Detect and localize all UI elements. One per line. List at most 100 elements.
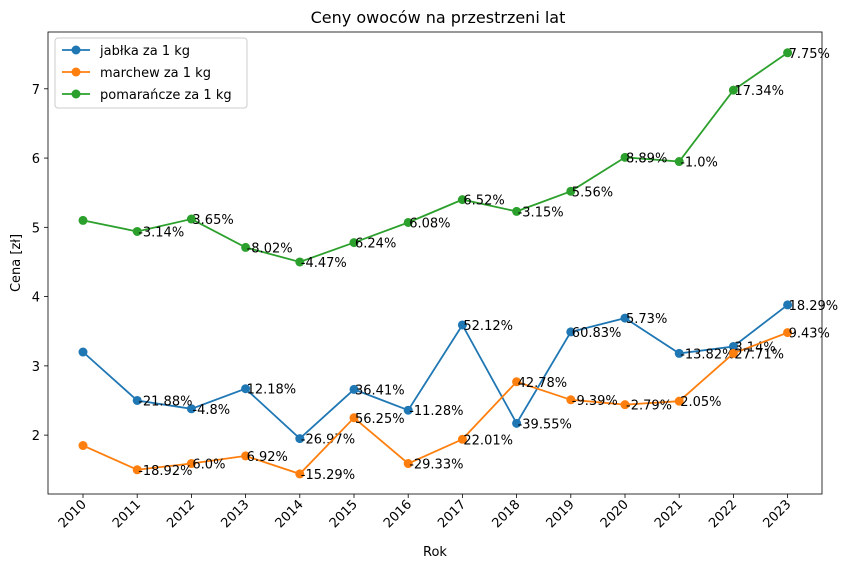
legend-marker — [71, 45, 81, 55]
legend-box — [54, 37, 248, 109]
data-point — [566, 186, 576, 196]
data-label: -39.55% — [518, 417, 572, 432]
y-tick-label: 2 — [32, 429, 40, 444]
data-point — [295, 469, 305, 479]
data-label: -4.47% — [301, 256, 347, 271]
series-line — [82, 331, 788, 475]
data-label: 18.29% — [789, 299, 839, 314]
data-label: 17.34% — [734, 84, 784, 99]
data-point — [728, 85, 738, 95]
data-label: -4.8% — [192, 403, 230, 418]
legend-label: pomarańcze za 1 kg — [100, 88, 232, 103]
legend-marker — [71, 67, 81, 77]
x-tick-label: 2023 — [760, 497, 794, 531]
data-point — [132, 226, 142, 236]
data-label: 6.0% — [192, 458, 225, 473]
legend-marker — [71, 89, 81, 99]
y-tick-label: 7 — [32, 83, 40, 98]
data-point — [403, 217, 413, 227]
x-tick-label: 2016 — [381, 497, 415, 531]
data-point — [78, 215, 88, 225]
data-label: -21.88% — [138, 394, 192, 409]
data-point — [186, 404, 196, 414]
legend-label: jabłka za 1 kg — [99, 44, 190, 59]
series-layer: -21.88%-4.8% 12.18% -26.97% 36.41% -11.28% 52… — [78, 47, 839, 483]
data-point — [783, 48, 793, 58]
series-pomarańcze: -3.14% 3.65% -8.02% -4.47% 6.24% 6.08% 6.52% -3… — [78, 47, 830, 271]
data-point — [403, 405, 413, 415]
series-jabłka: -21.88%-4.8% 12.18% -26.97% 36.41% -11.28% 52… — [78, 299, 839, 448]
data-point — [674, 348, 684, 358]
data-label: 6.08% — [409, 216, 450, 231]
x-tick-label: 2018 — [489, 497, 523, 531]
data-point — [674, 157, 684, 167]
data-point — [132, 465, 142, 475]
data-label: 52.12% — [463, 319, 513, 334]
chart-title: Ceny owoców na przestrzeni lat — [311, 8, 566, 27]
x-tick-label: 2013 — [218, 497, 252, 531]
data-point — [512, 418, 522, 428]
data-label: 36.41% — [355, 383, 405, 398]
data-point — [349, 238, 359, 248]
y-tick-label: 3 — [32, 360, 40, 375]
x-tick-label: 2021 — [652, 497, 686, 531]
data-point — [78, 441, 88, 451]
data-point — [457, 434, 467, 444]
x-tick-label: 2010 — [56, 497, 90, 531]
data-label: -8.02% — [247, 241, 293, 256]
y-tick-label: 5 — [32, 221, 40, 236]
x-tick-label: 2017 — [435, 497, 469, 531]
data-point — [674, 396, 684, 406]
data-point — [620, 400, 630, 410]
legend: jabłka za 1 kg marchew za 1 kg pomarańcze … — [54, 37, 248, 109]
data-point — [241, 384, 251, 394]
x-tick-label: 2020 — [598, 497, 632, 531]
data-point — [295, 434, 305, 444]
data-label: -3.15% — [518, 205, 564, 220]
x-tick-label: 2019 — [544, 497, 578, 531]
data-label: -13.82% — [680, 347, 734, 362]
data-label: 5.56% — [572, 185, 613, 200]
legend-label: marchew za 1 kg — [100, 66, 211, 81]
data-label: 5.73% — [626, 312, 667, 327]
data-label: 56.25% — [355, 412, 405, 427]
data-label: -1.0% — [680, 156, 718, 171]
x-axis-label: Rok — [423, 545, 447, 560]
data-label: 7.75% — [789, 47, 830, 62]
data-point — [349, 384, 359, 394]
data-label: 42.78% — [518, 376, 568, 391]
data-label: 22.01% — [463, 433, 513, 448]
x-tick-label: 2011 — [110, 497, 144, 531]
data-label: -3.14% — [138, 225, 184, 240]
data-point — [457, 195, 467, 205]
data-point — [783, 328, 793, 338]
series-marchew: -18.92% 6.0% 6.92% -15.29% 56.25% -29.33%22.0… — [78, 327, 830, 483]
series-line — [82, 52, 789, 263]
data-point — [620, 313, 630, 323]
data-label: 6.24% — [355, 237, 396, 252]
data-point — [132, 395, 142, 405]
data-point — [728, 348, 738, 358]
data-point — [241, 451, 251, 461]
data-label: 12.18% — [247, 383, 297, 398]
series-line — [82, 304, 789, 440]
data-label: 3.14% — [734, 340, 775, 355]
data-point — [186, 459, 196, 469]
data-point — [457, 320, 467, 330]
y-axis: 2 3 4 5 6 7 — [32, 83, 48, 444]
data-point — [78, 347, 88, 357]
data-label: 6.92% — [247, 450, 288, 465]
data-point — [295, 257, 305, 267]
plot-area — [47, 31, 823, 495]
data-point — [512, 377, 522, 387]
data-point — [620, 152, 630, 162]
data-label: -2.79% — [626, 399, 672, 414]
data-label: 6.52% — [463, 194, 504, 209]
data-point — [512, 206, 522, 216]
data-point — [403, 459, 413, 469]
y-tick-label: 4 — [32, 291, 40, 306]
x-tick-label: 2015 — [327, 497, 361, 531]
y-tick-label: 6 — [32, 152, 40, 167]
y-axis-label: Cena [zł] — [9, 234, 24, 292]
data-point — [566, 395, 576, 405]
